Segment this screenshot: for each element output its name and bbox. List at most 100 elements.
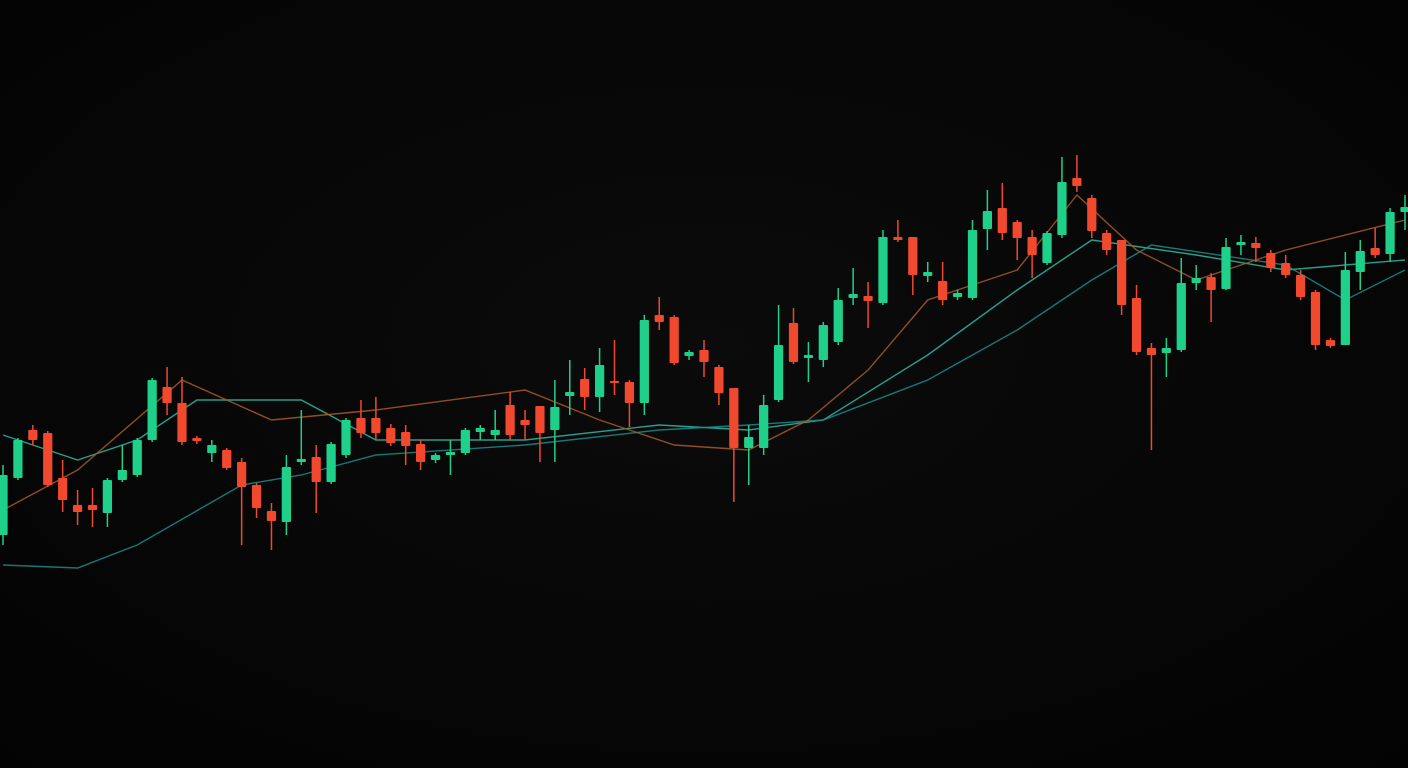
candle-body (281, 467, 292, 522)
candle-body (580, 379, 590, 397)
candle-body (908, 237, 918, 275)
candle-body (669, 317, 679, 363)
candle-body (938, 281, 948, 300)
candle-body (251, 485, 262, 508)
candle-body (1072, 178, 1082, 186)
candle-body (1355, 251, 1365, 272)
candle-body (1057, 182, 1067, 235)
candle-body (192, 438, 202, 441)
candle-body (102, 480, 113, 513)
candle-body (490, 430, 500, 435)
candle-body (1042, 233, 1052, 263)
candle-body (445, 452, 456, 455)
candle-body (237, 462, 247, 487)
candle-body (13, 440, 23, 478)
candle-body (1251, 243, 1261, 248)
candle-body (773, 345, 784, 400)
candle-body (0, 475, 8, 535)
candle-body (997, 208, 1007, 233)
candle-body (475, 428, 485, 432)
candle-body (1385, 212, 1395, 254)
candle-body (117, 470, 127, 480)
candle-body (1176, 283, 1186, 350)
candle-body (1191, 278, 1201, 283)
candle-body (326, 444, 336, 482)
candle-body (371, 418, 381, 433)
candle-body (296, 459, 306, 462)
candle-body (177, 403, 187, 442)
candle-body (863, 296, 873, 301)
candle-body (833, 300, 843, 342)
candle-body (624, 382, 635, 403)
candle-body (1281, 263, 1291, 275)
candle-body (1206, 277, 1216, 290)
candle-body (147, 380, 157, 440)
candle-body (1012, 222, 1022, 238)
candle-body (430, 455, 441, 460)
candle-body (43, 433, 53, 485)
candle-body (1027, 237, 1037, 255)
candle-body (1295, 275, 1306, 297)
candle-body (266, 511, 277, 521)
candle-body (1236, 242, 1246, 245)
candle-body (788, 323, 799, 362)
candle-body (1266, 253, 1276, 268)
candle-body (356, 418, 366, 433)
candle-body (58, 478, 68, 500)
candle-body (28, 430, 38, 440)
candle-body (207, 445, 217, 453)
candle-body (72, 505, 83, 512)
candle-body (1325, 340, 1336, 346)
candle-body (1102, 233, 1112, 250)
candle-body (1116, 240, 1127, 305)
candle-body (415, 444, 426, 462)
candle-body (654, 315, 664, 322)
candle-body (818, 325, 828, 360)
candle-body (1087, 198, 1097, 231)
candle-body (848, 294, 858, 298)
candle-body (982, 211, 993, 229)
candle-body (639, 320, 649, 403)
candle-body (460, 430, 470, 453)
candle-body (401, 432, 411, 446)
candle-body (803, 355, 814, 358)
candle-body (1400, 207, 1408, 212)
candle-body (87, 505, 98, 510)
candle-body (311, 457, 321, 482)
candle-body (1146, 348, 1157, 355)
candle-body (1161, 348, 1171, 353)
candle-body (684, 352, 694, 356)
candle-body (520, 420, 530, 425)
candle-body (1221, 247, 1231, 289)
candle-body (878, 237, 888, 303)
candle-body (967, 230, 978, 298)
candle-body (550, 407, 560, 430)
candle-body (535, 406, 545, 433)
candle-body (923, 272, 933, 276)
candle-body (162, 387, 172, 403)
candle-body (222, 450, 232, 468)
candle-body (714, 367, 724, 393)
candle-body (1310, 292, 1321, 345)
candle-body (759, 405, 769, 448)
candles (0, 155, 1408, 550)
candle-body (893, 237, 903, 240)
candle-body (505, 405, 515, 435)
candle-body (386, 428, 396, 443)
candle-body (1370, 248, 1380, 255)
candle-body (132, 440, 142, 475)
candle-body (594, 365, 605, 397)
candle-body (729, 388, 739, 448)
candle-body (744, 437, 754, 448)
candle-body (1340, 270, 1350, 345)
candle-body (341, 420, 351, 455)
moving-average-line (2, 193, 1406, 511)
candle-body (1131, 298, 1142, 352)
candle-body (565, 392, 575, 396)
candle-body (609, 381, 620, 383)
candle-body (699, 350, 709, 362)
candle-body (952, 293, 963, 297)
